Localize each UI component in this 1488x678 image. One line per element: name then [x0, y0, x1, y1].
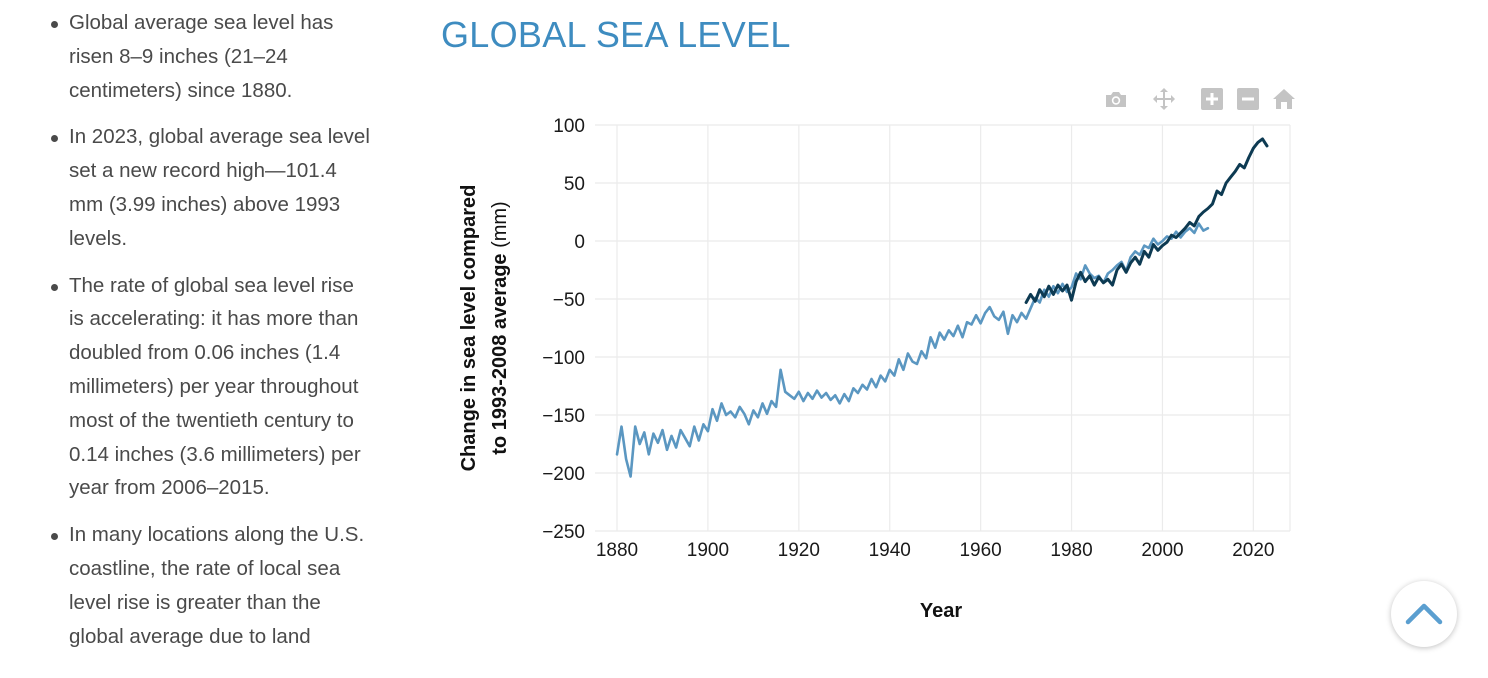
y-tick-label: 0 — [574, 232, 585, 253]
zoom-out-icon[interactable] — [1235, 86, 1261, 112]
x-tick-label: 1980 — [1050, 540, 1092, 561]
x-tick-label: 1900 — [687, 540, 729, 561]
data-series — [615, 137, 1269, 478]
x-tick-label: 1880 — [596, 540, 638, 561]
y-tick-label: −100 — [542, 348, 585, 369]
x-axis-title: Year — [920, 600, 962, 622]
pan-icon[interactable] — [1151, 86, 1177, 112]
x-tick-label: 1940 — [869, 540, 911, 561]
key-point-item: Global average sea level has risen 8–9 i… — [40, 6, 370, 107]
home-icon[interactable] — [1271, 86, 1297, 112]
chevron-up-icon — [1405, 603, 1443, 625]
key-point-item: In 2023, global average sea level set a … — [40, 120, 370, 255]
x-axis-tick-labels: 1880 1900 1920 1940 1960 1980 2000 2020 — [596, 540, 1275, 561]
key-point-item: The rate of global sea level rise is acc… — [40, 269, 370, 506]
x-tick-label: 1920 — [778, 540, 820, 561]
key-points-list: Global average sea level has risen 8–9 i… — [40, 6, 370, 666]
y-tick-label: −200 — [542, 464, 585, 485]
y-tick-label: −250 — [542, 522, 585, 543]
y-tick-label: −50 — [553, 290, 585, 311]
y-axis-tick-labels: 100 50 0 −50 −100 −150 −200 −250 — [542, 116, 585, 543]
x-tick-label: 2000 — [1141, 540, 1183, 561]
y-axis-title: Change in sea level compared to 1993-200… — [458, 185, 511, 472]
camera-icon[interactable] — [1103, 86, 1129, 112]
x-tick-label: 1960 — [959, 540, 1001, 561]
series-line-1 — [615, 222, 1210, 478]
key-point-item: In many locations along the U.S. coastli… — [40, 518, 370, 653]
y-axis-title-line1: Change in sea level compared — [458, 185, 480, 472]
y-axis-title-main: to 1993-2008 average — [489, 253, 511, 454]
horizontal-gridlines — [595, 124, 1290, 532]
zoom-in-icon[interactable] — [1199, 86, 1225, 112]
y-tick-label: −150 — [542, 406, 585, 427]
scroll-to-top-button[interactable] — [1391, 581, 1457, 647]
y-tick-label: 50 — [564, 174, 585, 195]
vertical-gridlines — [616, 125, 1291, 531]
y-axis-unit: (mm) — [489, 201, 511, 248]
y-tick-label: 100 — [553, 116, 585, 137]
y-axis-title-line2: to 1993-2008 average (mm) — [489, 201, 511, 454]
x-tick-label: 2020 — [1232, 540, 1274, 561]
series-line-2 — [1024, 137, 1269, 304]
chart-title: GLOBAL SEA LEVEL — [441, 14, 791, 55]
